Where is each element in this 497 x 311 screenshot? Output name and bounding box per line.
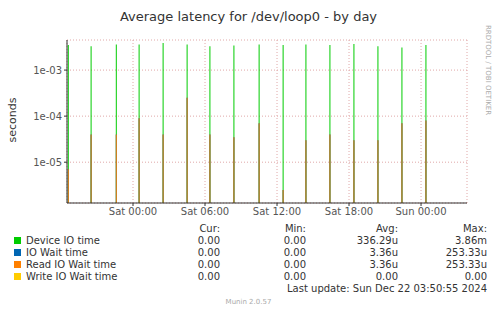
html-text:0.00: 0.00 xyxy=(283,259,306,270)
html-text:Min:: Min: xyxy=(284,223,306,234)
svg-text:Sat 12:00: Sat 12:00 xyxy=(253,206,301,217)
html-text:3.36u: 3.36u xyxy=(369,247,398,258)
html-text:3.86m: 3.86m xyxy=(455,235,487,246)
html-text:0.00: 0.00 xyxy=(197,247,220,258)
html-text:Average latency for /dev/loop0: Average latency for /dev/loop0 - by day xyxy=(119,9,377,24)
html-text:IO Wait time: IO Wait time xyxy=(26,247,88,258)
html-text:Munin 2.0.57: Munin 2.0.57 xyxy=(225,298,272,306)
html-text:0.00: 0.00 xyxy=(283,247,306,258)
svg-text:Sun 00:00: Sun 00:00 xyxy=(396,206,447,217)
html-text:seconds: seconds xyxy=(5,97,19,143)
html-text:0.00: 0.00 xyxy=(464,271,487,282)
svg-text:Sat 06:00: Sat 06:00 xyxy=(181,206,229,217)
html-text:Cur:: Cur: xyxy=(199,223,220,234)
html-text:0.00: 0.00 xyxy=(197,235,220,246)
html-text:Max:: Max: xyxy=(463,223,487,234)
html-text:0.00: 0.00 xyxy=(197,259,220,270)
html-text:0.00: 0.00 xyxy=(283,271,306,282)
html-text:Avg:: Avg: xyxy=(376,223,398,234)
html-text:0.00: 0.00 xyxy=(375,271,398,282)
svg-text:1e-05: 1e-05 xyxy=(33,157,62,168)
html-text:Read IO Wait time: Read IO Wait time xyxy=(26,259,117,270)
html-text:RRDTOOL / TOBI OETIKER: RRDTOOL / TOBI OETIKER xyxy=(484,24,492,116)
html-text:0.00: 0.00 xyxy=(197,271,220,282)
html-text:253.33u: 253.33u xyxy=(445,259,487,270)
svg-text:1e-04: 1e-04 xyxy=(33,111,62,122)
html-text:253.33u: 253.33u xyxy=(445,247,487,258)
html-text:Last update: Sun Dec 22 03:50:: Last update: Sun Dec 22 03:50:55 2024 xyxy=(287,283,487,294)
svg-text:1e-03: 1e-03 xyxy=(33,65,62,76)
html-text:Write IO Wait time: Write IO Wait time xyxy=(26,271,118,282)
html-text:3.36u: 3.36u xyxy=(369,259,398,270)
html-text:0.00: 0.00 xyxy=(283,235,306,246)
html-text:Device IO time: Device IO time xyxy=(26,235,100,246)
svg-text:Sat 00:00: Sat 00:00 xyxy=(109,206,157,217)
svg-text:Sat 18:00: Sat 18:00 xyxy=(325,206,373,217)
html-text:336.29u: 336.29u xyxy=(356,235,398,246)
